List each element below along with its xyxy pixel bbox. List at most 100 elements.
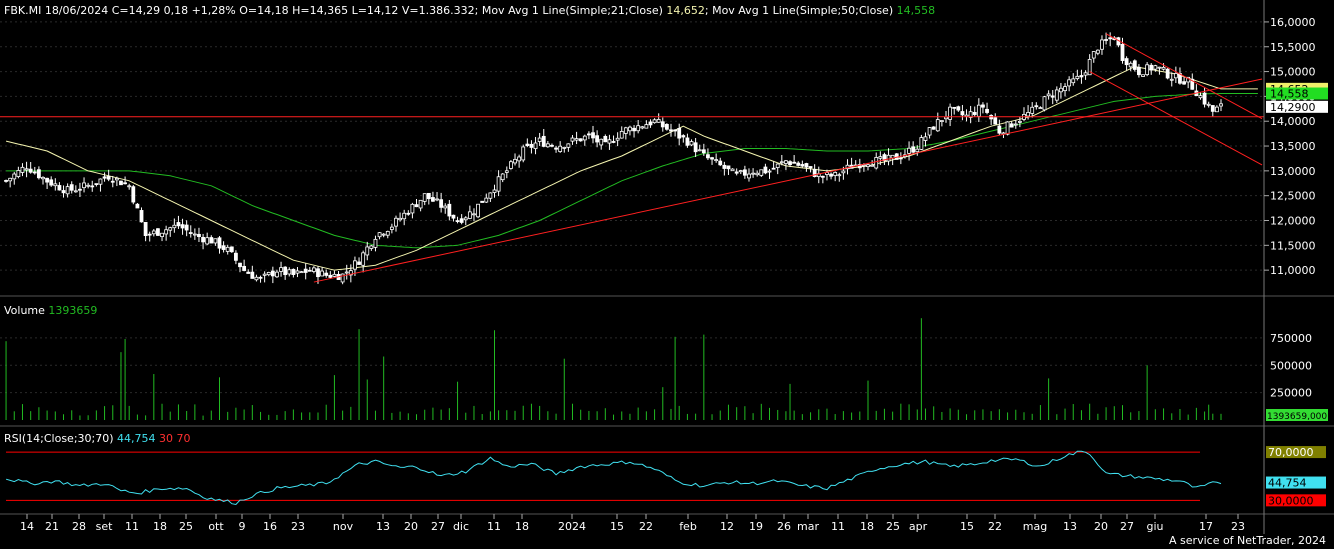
candle-body — [1153, 65, 1158, 70]
candle-body — [1190, 78, 1195, 90]
candle-body — [94, 183, 99, 185]
candle-body — [734, 171, 739, 174]
candle-body — [656, 119, 661, 123]
candle-body — [463, 217, 468, 221]
close-price-tag: 14,2900 — [1270, 101, 1316, 114]
candle-body — [1124, 58, 1129, 66]
candle-body — [1215, 106, 1219, 113]
candle-body — [16, 170, 21, 177]
candle-body — [919, 137, 924, 150]
candle-body — [229, 246, 234, 253]
volume-label: Volume — [4, 304, 45, 317]
candle-body — [78, 188, 82, 191]
rsi-70-tag: 70,0000 — [1268, 446, 1314, 459]
price-panel-header: FBK.MI 18/06/2024 C=14,29 0,18 +1,28% O=… — [4, 4, 935, 17]
candle-body — [1145, 64, 1150, 76]
candle-body — [1034, 105, 1039, 108]
candle-body — [1157, 66, 1162, 69]
candle-body — [722, 164, 727, 169]
candle-body — [939, 120, 944, 122]
candle-body — [517, 156, 522, 162]
x-tick-label: 20 — [404, 520, 418, 533]
axes-group: 16,000015,500015,000014,500014,000013,50… — [20, 0, 1328, 534]
candle-body — [788, 161, 792, 166]
candle-body — [24, 168, 29, 171]
candle-body — [644, 124, 649, 129]
candle-body — [574, 138, 579, 141]
candle-body — [566, 143, 571, 148]
candle-body — [69, 184, 74, 191]
price-tick-label: 11,5000 — [1270, 239, 1316, 252]
candle-body — [944, 116, 948, 120]
candle-body — [459, 218, 464, 223]
candle-body — [1202, 92, 1207, 105]
candle-body — [41, 176, 45, 180]
x-tick-label: mag — [1023, 520, 1047, 533]
candle-body — [131, 186, 136, 203]
candle-body — [1067, 79, 1072, 87]
candle-body — [221, 245, 226, 250]
x-tick-label: 16 — [263, 520, 277, 533]
candle-body — [295, 270, 300, 274]
x-tick-label: 18 — [860, 520, 874, 533]
x-tick-label: mar — [797, 520, 819, 533]
candle-body — [422, 193, 427, 202]
candle-body — [114, 177, 119, 181]
candle-body — [1087, 59, 1092, 76]
candle-body — [1026, 112, 1030, 117]
candle-body — [258, 276, 263, 279]
candle-body — [701, 149, 706, 154]
candle-body — [480, 200, 485, 203]
candle-body — [431, 197, 435, 202]
candle-body — [714, 159, 719, 162]
candle-body — [796, 162, 801, 166]
candle-body — [279, 267, 283, 272]
candle-body — [492, 189, 497, 193]
candle-body — [985, 108, 989, 113]
candle-body — [689, 141, 694, 146]
rsi-value-tag-bg — [1266, 476, 1326, 489]
candle-body — [595, 135, 600, 143]
x-tick-label: 22 — [639, 520, 653, 533]
candle-body — [361, 252, 366, 266]
candle-body — [578, 138, 583, 142]
candle-body — [439, 199, 444, 208]
volume-bars-group — [5, 318, 1222, 420]
candle-body — [1219, 103, 1223, 107]
candle-body — [435, 198, 439, 201]
ma21-line — [5, 66, 1258, 271]
volume-panel-header: Volume 1393659 — [4, 304, 97, 317]
candle-body — [623, 127, 628, 134]
candle-body — [266, 272, 271, 276]
candle-body — [820, 175, 825, 178]
candle-body — [660, 121, 665, 128]
candle-body — [45, 177, 49, 183]
candle-body — [652, 119, 657, 124]
candle-body — [172, 224, 177, 229]
candle-body — [20, 166, 25, 173]
candle-body — [866, 164, 870, 168]
candle-body — [886, 154, 891, 162]
candle-body — [344, 271, 349, 274]
candle-body — [648, 121, 653, 126]
candle-body — [927, 127, 932, 136]
candle-body — [275, 271, 279, 278]
x-tick-label: 17 — [1199, 520, 1213, 533]
candle-body — [406, 212, 411, 215]
candle-body — [673, 129, 677, 132]
symbol-info: FBK.MI 18/06/2024 C=14,29 0,18 +1,28% O=… — [4, 4, 663, 17]
candle-body — [36, 169, 41, 179]
candle-body — [353, 260, 357, 270]
candle-body — [1042, 96, 1047, 111]
x-tick-label: 28 — [72, 520, 86, 533]
candle-body — [664, 123, 669, 130]
candle-body — [316, 268, 320, 278]
candle-body — [1182, 81, 1186, 85]
candle-body — [168, 227, 173, 231]
x-tick-label: 19 — [749, 520, 763, 533]
x-tick-label: set — [96, 520, 113, 533]
candle-body — [164, 229, 169, 235]
candle-body — [718, 160, 723, 166]
candle-body — [398, 217, 402, 221]
candle-body — [915, 148, 920, 153]
